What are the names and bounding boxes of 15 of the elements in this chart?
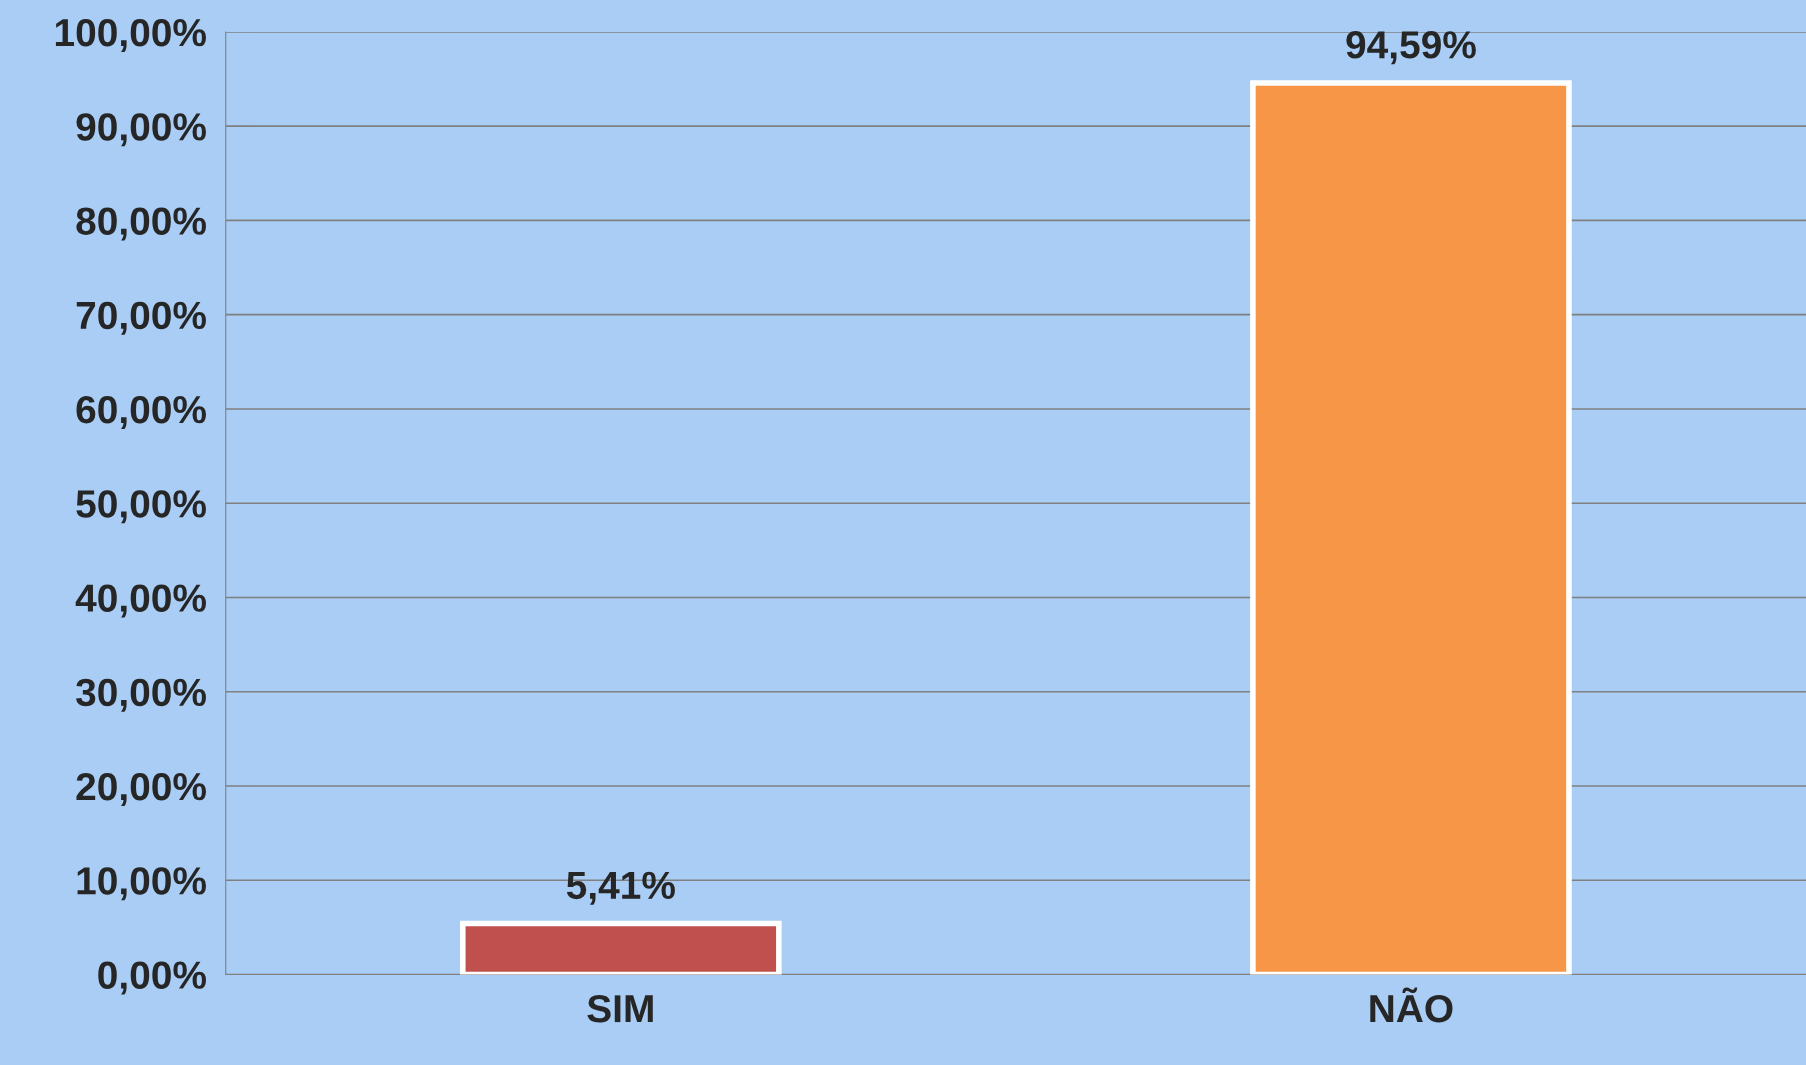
y-tick-label: 0,00% [98,961,206,995]
y-tick-label: 80,00% [76,207,206,241]
y-tick-label: 30,00% [76,678,206,712]
x-tick-label: NÃO [1370,987,1453,1023]
y-tick-label: 10,00% [77,867,206,901]
y-tick-label: 100,00% [55,18,206,53]
y-tick-label: 40,00% [75,584,206,618]
y-tick-label: 70,00% [76,301,206,335]
data-label: 5,41% [566,871,675,905]
y-tick-label: 50,00% [76,490,206,524]
y-tick-label: 90,00% [76,113,206,147]
y-tick-label: 60,00% [76,395,206,430]
data-label: 94,59% [1346,31,1476,65]
x-tick-label: SIM [587,994,653,1023]
y-tick-label: 20,00% [76,772,206,807]
